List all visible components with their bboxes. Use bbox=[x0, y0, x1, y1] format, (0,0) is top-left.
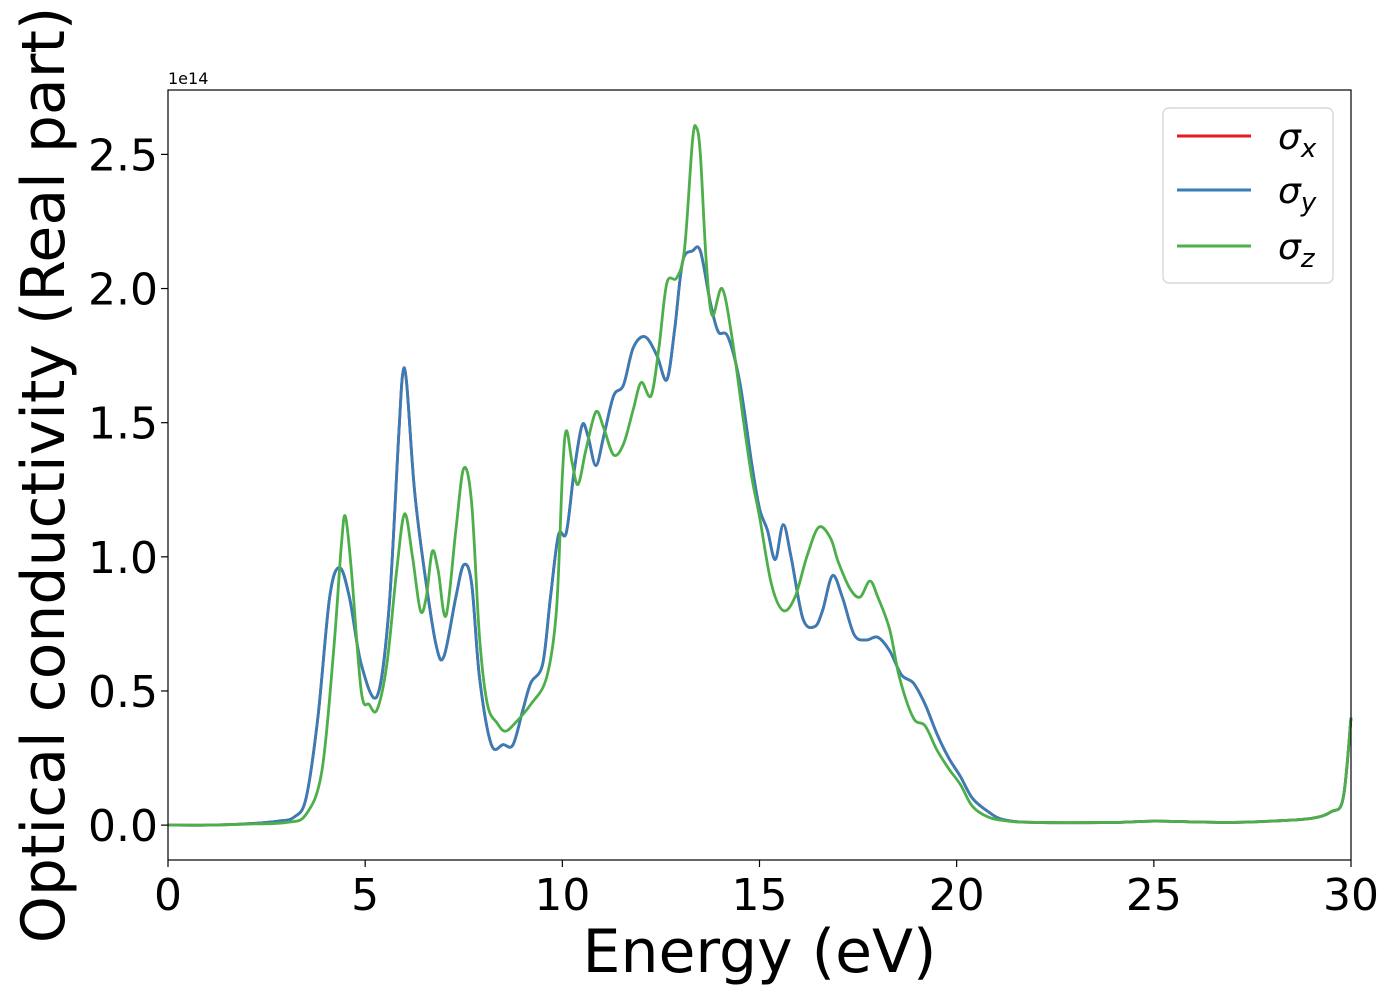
y-axis-ticks: 0.0 0.5 1.0 1.5 2.0 2.5 bbox=[88, 130, 168, 852]
legend-entry-sigma-y: σy bbox=[1177, 171, 1317, 218]
x-tick-label: 0 bbox=[154, 870, 182, 921]
legend-label-sigma-x: σx bbox=[1278, 117, 1317, 164]
y-tick-label: 1.5 bbox=[88, 399, 158, 450]
y-tick-label: 2.0 bbox=[88, 265, 158, 316]
y-tick-label: 2.5 bbox=[88, 130, 158, 181]
series-layer bbox=[167, 124, 1353, 827]
x-tick-label: 5 bbox=[351, 870, 379, 921]
legend-entry-sigma-z: σz bbox=[1177, 227, 1316, 274]
series-line-sigma-y bbox=[167, 245, 1353, 827]
legend: σx σy σz bbox=[1162, 107, 1334, 284]
series-line-sigma-x bbox=[167, 245, 1353, 827]
legend-box bbox=[1162, 107, 1334, 284]
y-tick-label: 0.0 bbox=[88, 801, 158, 852]
y-offset-label: 1e14 bbox=[168, 69, 208, 88]
legend-label-sigma-z: σz bbox=[1278, 227, 1316, 274]
y-tick-label: 0.5 bbox=[88, 667, 158, 718]
legend-label-sigma-y: σy bbox=[1278, 171, 1317, 218]
y-tick-label: 1.0 bbox=[88, 533, 158, 584]
x-tick-label: 30 bbox=[1323, 870, 1379, 921]
x-axis-ticks: 0 5 10 15 20 25 30 bbox=[154, 860, 1379, 921]
x-tick-label: 20 bbox=[929, 870, 985, 921]
x-tick-label: 10 bbox=[534, 870, 590, 921]
x-axis-title: Energy (eV) bbox=[583, 917, 937, 987]
series-line-sigma-z bbox=[167, 124, 1353, 827]
x-tick-label: 25 bbox=[1126, 870, 1182, 921]
y-axis-title: Optical conductivity (Real part) bbox=[9, 7, 79, 944]
x-tick-label: 15 bbox=[732, 870, 788, 921]
legend-entry-sigma-x: σx bbox=[1177, 117, 1317, 164]
